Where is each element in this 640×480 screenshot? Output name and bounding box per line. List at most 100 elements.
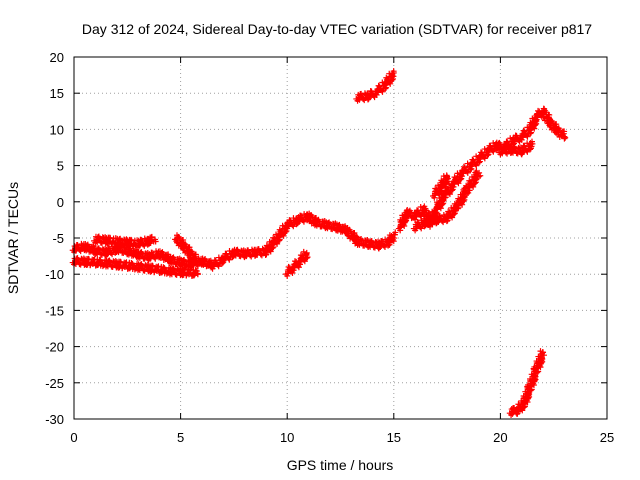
data-point — [276, 233, 283, 240]
x-tick-label: 25 — [600, 430, 614, 445]
data-point — [87, 243, 94, 250]
data-point — [306, 213, 313, 220]
y-tick-label: -15 — [45, 303, 64, 318]
data-point — [379, 79, 386, 86]
data-point — [174, 265, 181, 272]
data-point — [335, 222, 342, 229]
data-point — [286, 217, 293, 224]
data-point — [137, 249, 144, 256]
y-tick-label: -20 — [45, 340, 64, 355]
data-point — [446, 191, 453, 198]
data-point — [307, 217, 314, 224]
data-point — [73, 242, 80, 249]
data-point — [521, 129, 528, 136]
data-point — [222, 250, 229, 257]
data-point — [383, 76, 390, 83]
data-point — [191, 271, 198, 278]
data-point — [452, 176, 459, 183]
data-point — [521, 395, 528, 402]
data-point — [444, 173, 451, 180]
data-point — [417, 203, 424, 210]
data-point — [466, 184, 473, 191]
data-point — [561, 133, 568, 140]
data-point — [387, 80, 394, 87]
data-point — [459, 201, 466, 208]
data-point — [158, 250, 165, 257]
data-point — [78, 255, 85, 262]
data-point — [442, 183, 449, 190]
data-point — [192, 256, 199, 263]
data-point — [435, 182, 442, 189]
x-tick-label: 20 — [493, 430, 507, 445]
data-point — [121, 236, 128, 243]
y-tick-label: -25 — [45, 376, 64, 391]
data-point — [435, 201, 442, 208]
data-point — [97, 239, 104, 246]
data-point — [383, 81, 390, 88]
data-point — [194, 270, 201, 277]
plot-frame — [73, 56, 608, 420]
data-point — [500, 144, 507, 151]
data-point — [319, 218, 326, 225]
data-point — [533, 365, 540, 372]
data-point — [174, 256, 181, 263]
data-point — [507, 135, 514, 142]
data-point — [554, 126, 561, 133]
data-point — [339, 223, 346, 230]
chart-title: Day 312 of 2024, Sidereal Day-to-day VTE… — [82, 21, 592, 37]
data-point — [361, 237, 368, 244]
data-point — [142, 250, 149, 257]
data-point — [451, 180, 458, 187]
data-point — [244, 247, 251, 254]
data-point — [148, 249, 155, 256]
data-point — [476, 169, 483, 176]
x-tick-label: 15 — [387, 430, 401, 445]
data-point — [487, 145, 494, 152]
data-point — [193, 257, 200, 264]
data-point — [329, 220, 336, 227]
data-point — [159, 249, 166, 256]
data-point — [152, 236, 159, 243]
grid-lines — [74, 57, 607, 419]
data-point — [414, 209, 421, 216]
data-point — [477, 172, 484, 179]
data-point — [357, 90, 364, 97]
data-point — [348, 231, 355, 238]
data-point — [189, 252, 196, 259]
data-point — [558, 129, 565, 136]
data-point — [562, 134, 569, 141]
data-point — [303, 250, 310, 257]
data-point — [308, 212, 315, 219]
data-point — [495, 140, 502, 147]
data-point — [192, 251, 199, 258]
data-point — [277, 228, 284, 235]
y-tick-label: 15 — [50, 86, 64, 101]
data-point — [172, 271, 179, 278]
data-point — [470, 158, 477, 165]
data-point — [528, 122, 535, 129]
y-tick-label: -10 — [45, 267, 64, 282]
data-point — [99, 234, 106, 241]
data-point — [119, 241, 126, 248]
data-point — [128, 260, 135, 267]
data-point — [527, 378, 534, 385]
data-point — [376, 85, 383, 92]
data-point — [83, 242, 90, 249]
data-point — [548, 126, 555, 133]
data-point — [461, 166, 468, 173]
data-point — [520, 142, 527, 149]
data-point — [387, 234, 394, 241]
data-point — [130, 247, 137, 254]
axis-ticks: 0 5 10 15 20 25 20 15 10 5 0 -5 -10 -15 -20 -25 -30 — [45, 50, 614, 445]
y-tick-label: 5 — [57, 159, 64, 174]
data-point — [390, 69, 397, 76]
data-point — [211, 257, 218, 264]
data-point — [481, 146, 488, 153]
data-point — [298, 254, 305, 261]
data-point — [425, 215, 432, 222]
data-point — [357, 236, 364, 243]
data-point — [304, 254, 311, 261]
data-point — [444, 215, 451, 222]
data-point — [169, 255, 176, 262]
